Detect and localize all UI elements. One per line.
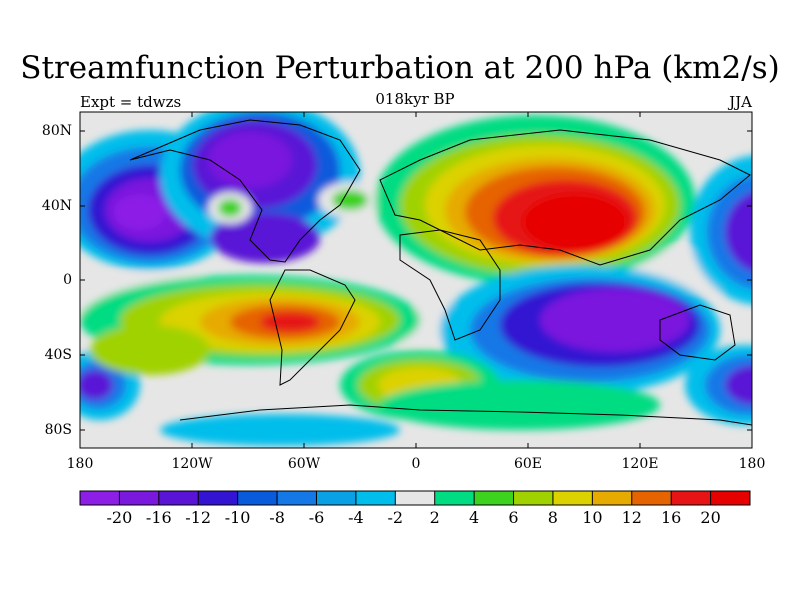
contour-field — [80, 112, 752, 448]
axis-ticks — [80, 112, 752, 448]
colorbar-swatch — [552, 491, 593, 505]
colorbar-swatch — [631, 491, 672, 505]
colorbar-swatch — [474, 491, 515, 505]
colorbar-swatch — [316, 491, 357, 505]
lon-label-60e: 60E — [513, 456, 543, 472]
colorbar-tick-label: 4 — [469, 508, 480, 527]
lat-label-80s: 80S — [44, 422, 72, 438]
colorbar-swatch — [158, 491, 199, 505]
experiment-label: Expt = tdwzs — [80, 93, 182, 111]
colorbar-tick-label: 8 — [547, 508, 558, 527]
colorbar-swatch — [119, 491, 160, 505]
colorbar-swatch — [237, 491, 278, 505]
season-label: JJA — [729, 93, 752, 111]
colorbar-tick-label: -4 — [348, 508, 364, 527]
colorbar-tick-label: -2 — [387, 508, 404, 527]
lat-label-eq: 0 — [63, 272, 72, 288]
colorbar-swatch — [671, 491, 712, 505]
colorbar-tick-label: -16 — [145, 508, 172, 527]
colorbar-tick-label: -10 — [224, 508, 251, 527]
colorbar-swatch — [277, 491, 317, 505]
lon-label-180e: 180 — [738, 456, 766, 472]
page-title: Streamfunction Perturbation at 200 hPa (… — [20, 50, 780, 86]
colorbar-swatch — [513, 491, 554, 505]
colorbar-tick-label: 16 — [661, 508, 682, 527]
lon-label-120w: 120W — [171, 456, 213, 472]
colorbar-swatch — [80, 491, 120, 505]
colorbar-tick-label: 2 — [429, 508, 440, 527]
colorbar-swatch — [198, 491, 239, 505]
colorbar-tick-label: -12 — [185, 508, 212, 527]
lon-label-60w: 60W — [287, 456, 321, 472]
lat-label-40n: 40N — [41, 198, 72, 214]
colorbar-tick-label: -8 — [269, 508, 285, 527]
colorbar-swatch — [592, 491, 633, 505]
colorbar-frame — [79, 490, 751, 506]
lat-label-40s: 40S — [44, 347, 72, 363]
colorbar-swatch — [710, 491, 751, 505]
lon-label-180w: 180 — [66, 456, 94, 472]
subtitle: 018kyr BP — [375, 90, 455, 108]
lon-label-120e: 120E — [621, 456, 659, 472]
lat-label-80n: 80N — [41, 123, 72, 139]
colorbar-swatch — [395, 491, 436, 505]
colorbar-swatch — [355, 491, 396, 505]
colorbar-tick-label: 20 — [700, 508, 721, 527]
colorbar-tick-label: -20 — [106, 508, 133, 527]
colorbar-tick-label: 6 — [508, 508, 519, 527]
colorbar — [79, 490, 751, 506]
colorbar-tick-label: 10 — [582, 508, 603, 527]
colorbar-tick-label: 12 — [621, 508, 642, 527]
lon-label-0: 0 — [411, 456, 421, 472]
colorbar-tick-label: -6 — [308, 508, 325, 527]
colorbar-swatch — [434, 491, 475, 505]
coastlines — [129, 119, 752, 426]
